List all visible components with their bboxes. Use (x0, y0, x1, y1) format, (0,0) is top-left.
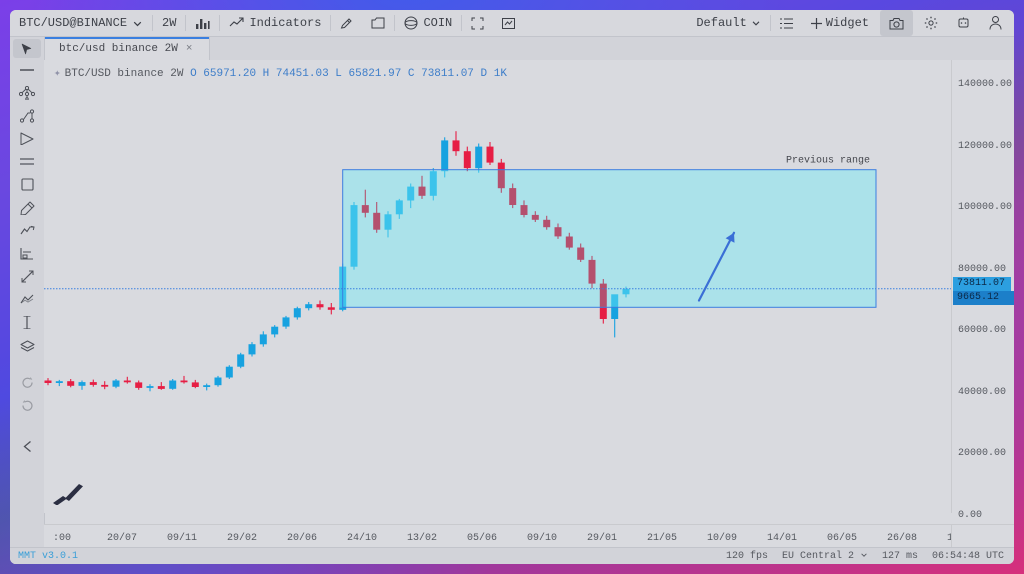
svg-text:Previous range: Previous range (786, 155, 870, 167)
